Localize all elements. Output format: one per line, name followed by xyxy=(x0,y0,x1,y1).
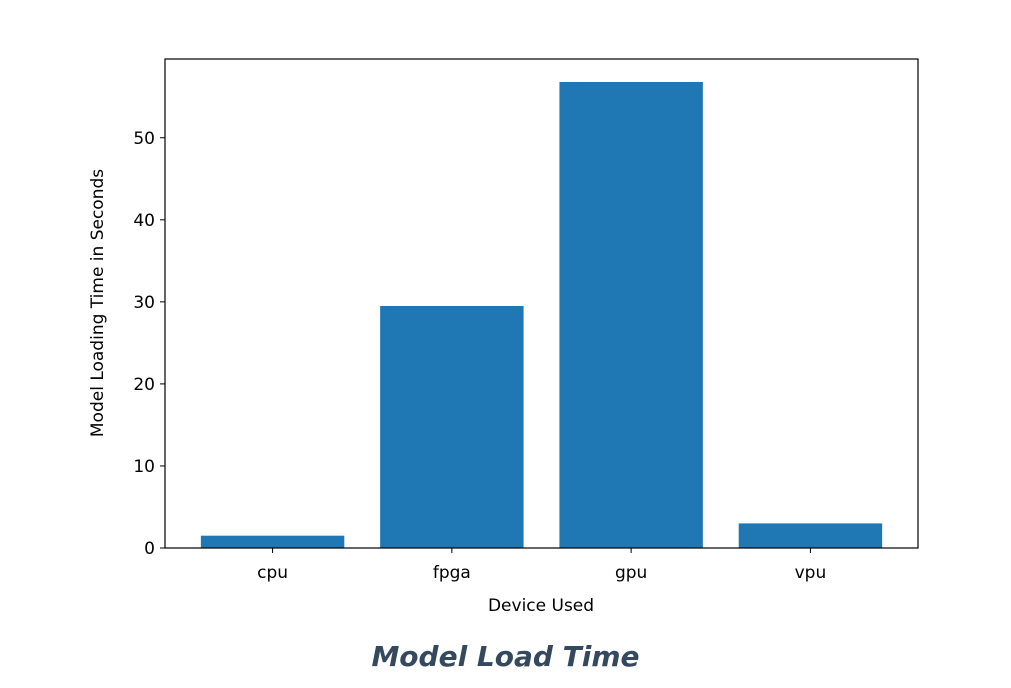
x-tick-label: vpu xyxy=(795,563,827,583)
bars-group xyxy=(200,81,883,549)
y-tick-label: 40 xyxy=(133,211,155,231)
y-tick-label: 20 xyxy=(133,375,155,395)
y-axis-ticks: 0 10 20 30 40 50 xyxy=(133,129,165,559)
y-tick-label: 0 xyxy=(144,539,155,559)
chart-caption: Model Load Time xyxy=(371,640,640,673)
y-tick-label: 10 xyxy=(133,457,155,477)
bar-vpu xyxy=(738,523,883,548)
y-axis-label: Model Loading Time in Seconds xyxy=(88,169,108,437)
bar-cpu xyxy=(200,535,345,548)
x-axis-label: Device Used xyxy=(488,596,594,616)
y-tick-label: 30 xyxy=(133,293,155,313)
bar-gpu xyxy=(559,81,703,549)
x-tick-label: cpu xyxy=(257,563,288,583)
x-tick-label: fpga xyxy=(433,563,471,583)
plot-frame xyxy=(164,58,919,549)
x-tick-label: gpu xyxy=(615,563,647,583)
y-tick-label: 50 xyxy=(133,129,155,149)
x-axis-ticks: cpu fpga gpu vpu xyxy=(257,548,826,583)
bar-fpga xyxy=(380,305,524,548)
